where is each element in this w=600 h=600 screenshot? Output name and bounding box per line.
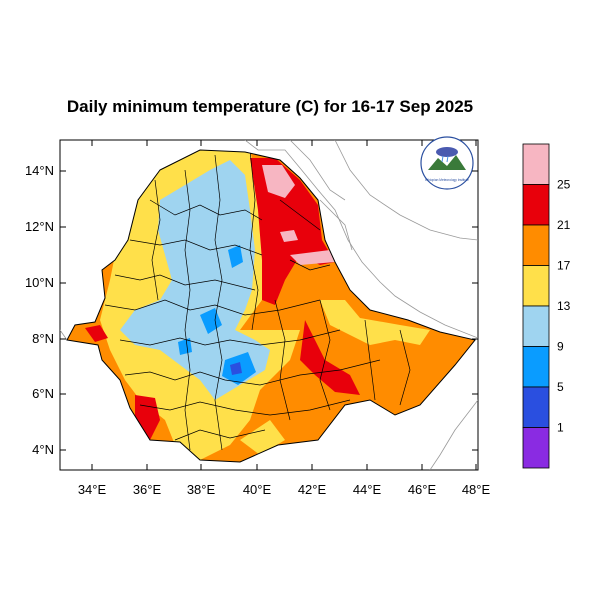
lon-tick-label: 44°E — [353, 482, 382, 497]
logo-mountain — [428, 155, 466, 170]
lat-tick-label: 4°N — [32, 442, 54, 457]
lon-tick-label: 48°E — [462, 482, 491, 497]
hot-west-region — [85, 325, 108, 342]
lon-tick-label: 42°E — [298, 482, 327, 497]
mild-region-south — [240, 420, 285, 455]
colorbar-label: 17 — [557, 259, 571, 273]
cool-region-north — [208, 168, 230, 200]
logo-rain-icon — [441, 155, 444, 163]
colorbar: 25 21 17 13 9 5 1 — [522, 143, 571, 469]
very-hot-region-1 — [262, 165, 295, 198]
map-title: Daily minimum temperature (C) for 16-17 … — [67, 97, 473, 116]
colorbar-label: 1 — [557, 421, 564, 435]
lon-tick-label: 36°E — [133, 482, 162, 497]
colorbar-swatch — [522, 346, 550, 388]
very-hot-region-2 — [290, 250, 335, 265]
lon-tick-label: 34°E — [78, 482, 107, 497]
country-outline — [66, 149, 476, 463]
cold-patch-4 — [178, 338, 192, 355]
logo-rain-icon-2 — [446, 155, 449, 163]
lat-tick-label: 14°N — [25, 163, 54, 178]
logo-caption: Ethiopian Meteorology Institute — [425, 178, 469, 182]
coldest-patch — [230, 362, 242, 375]
lon-tick-label: 38°E — [187, 482, 216, 497]
neighbor-boundaries — [60, 140, 478, 470]
met-institute-logo: Ethiopian Meteorology Institute — [420, 136, 474, 190]
colorbar-label: 25 — [557, 178, 571, 192]
lat-tick-label: 10°N — [25, 275, 54, 290]
map-axes: 34°E 36°E 38°E 40°E 42°E 44°E 46°E 48°E 14°N 12°N… — [25, 140, 491, 497]
colorbar-swatch — [522, 143, 550, 185]
lon-tick-label: 40°E — [243, 482, 272, 497]
hot-southeast-region — [300, 320, 360, 395]
lat-tick-label: 12°N — [25, 219, 54, 234]
admin-boundaries — [104, 150, 411, 451]
logo-cloud-icon — [436, 147, 458, 157]
lon-tick-label: 46°E — [408, 482, 437, 497]
colorbar-swatch — [522, 265, 550, 307]
lat-tick-label: 8°N — [32, 331, 54, 346]
colorbar-label: 5 — [557, 380, 564, 394]
lat-tick-label: 6°N — [32, 386, 54, 401]
very-hot-region-3 — [280, 230, 298, 242]
mild-region-east — [320, 300, 430, 345]
colorbar-swatch — [522, 184, 550, 226]
colorbar-label: 21 — [557, 218, 571, 232]
colorbar-swatch — [522, 224, 550, 266]
colorbar-swatch — [522, 305, 550, 347]
colorbar-label: 13 — [557, 299, 571, 313]
logo-ring — [420, 136, 474, 190]
cold-patch-1 — [228, 245, 243, 268]
colorbar-swatch — [522, 386, 550, 428]
colorbar-label: 9 — [557, 340, 564, 354]
cool-highlands-region — [120, 160, 270, 400]
map-panel: Ethiopian Meteorology Institute — [59, 136, 479, 471]
colorbar-swatch — [522, 427, 550, 469]
